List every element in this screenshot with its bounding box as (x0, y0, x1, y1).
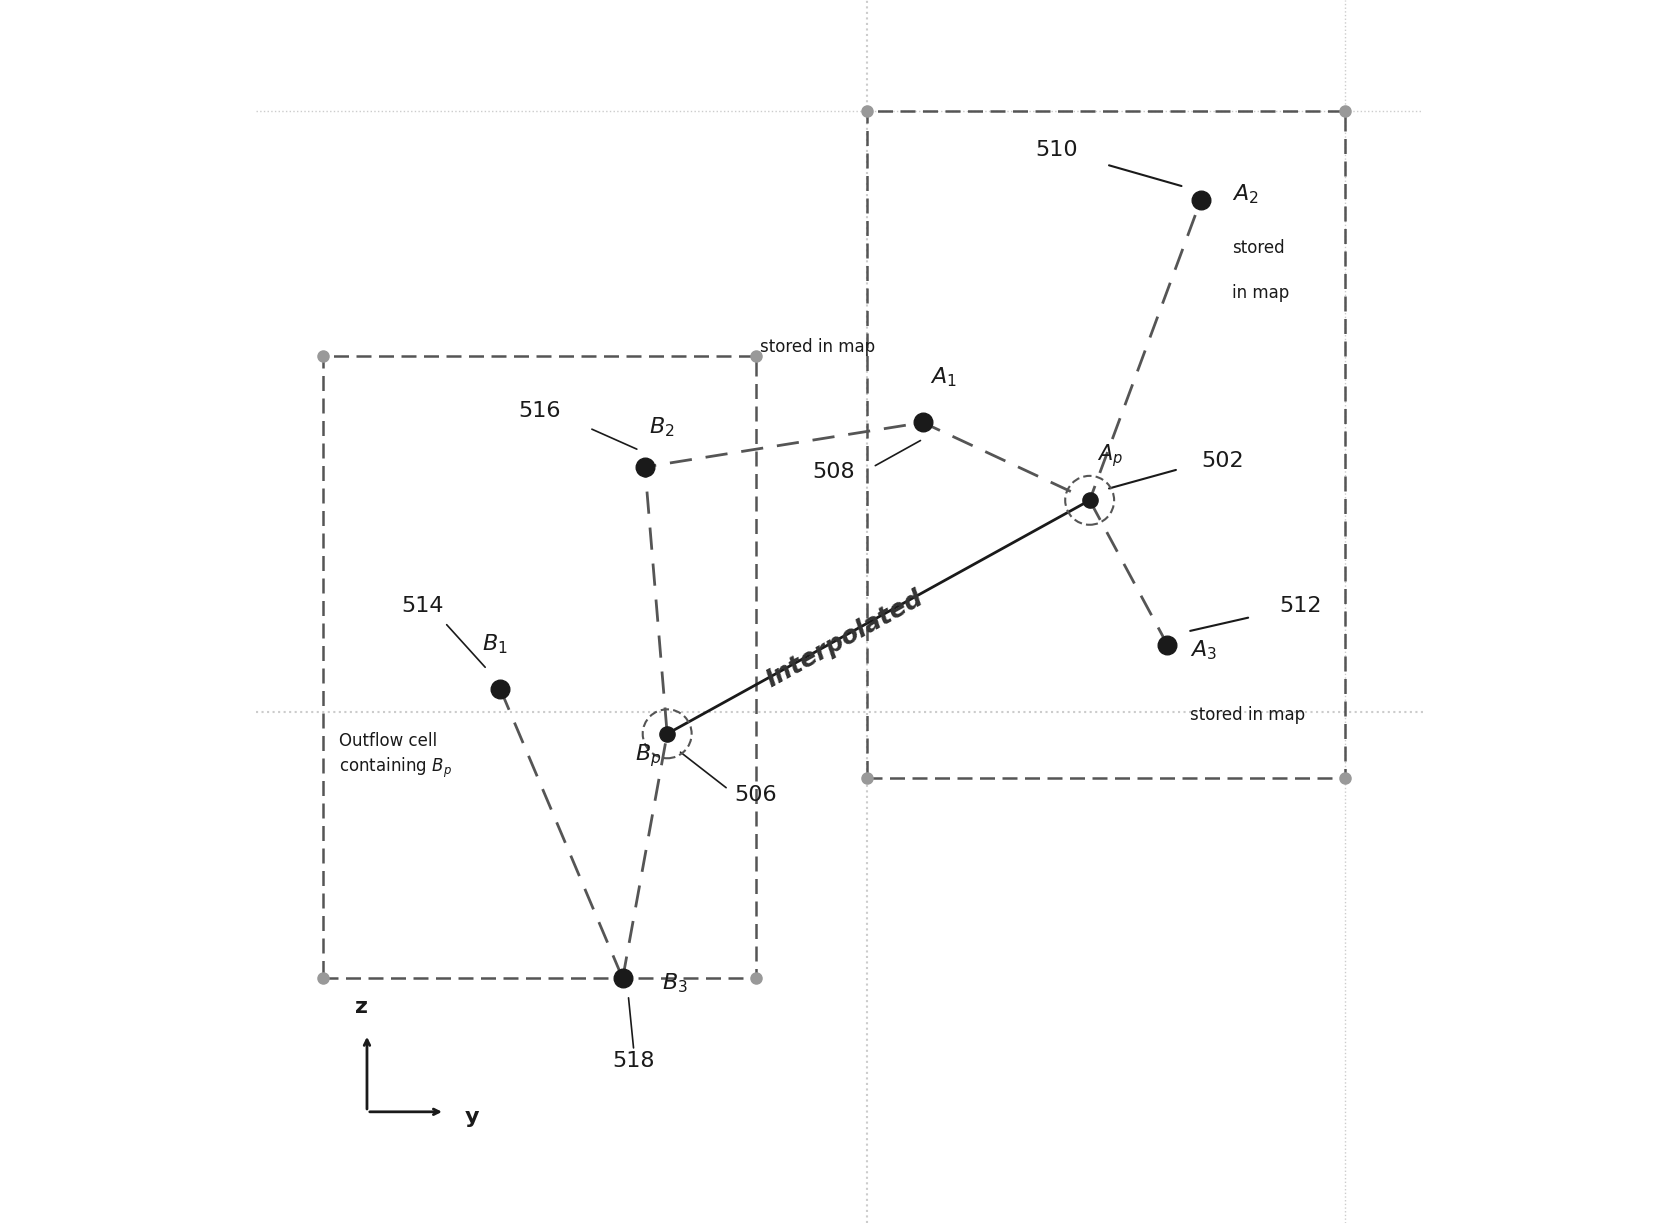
Text: 510: 510 (1034, 139, 1078, 160)
Text: $B_2$: $B_2$ (648, 416, 675, 439)
Point (910, 412, 937, 432)
Point (631, 457, 658, 477)
Text: 514: 514 (401, 596, 443, 615)
Text: $B_p$: $B_p$ (635, 742, 662, 769)
Text: stored: stored (1232, 238, 1284, 257)
Text: stored in map: stored in map (1190, 706, 1305, 724)
Text: z: z (354, 997, 368, 1018)
Text: $A_p$: $A_p$ (1096, 443, 1123, 470)
Text: stored in map: stored in map (759, 338, 875, 356)
Text: 502: 502 (1202, 451, 1244, 471)
Text: $A_3$: $A_3$ (1190, 638, 1217, 662)
Bar (322, 356, 756, 978)
Text: $A_2$: $A_2$ (1232, 182, 1259, 207)
Text: in map: in map (1232, 284, 1289, 302)
Bar (868, 111, 1345, 778)
Text: 516: 516 (519, 401, 561, 421)
Text: $B_1$: $B_1$ (482, 632, 507, 656)
Text: 518: 518 (613, 1052, 655, 1071)
Text: y: y (465, 1107, 479, 1128)
Point (1153, 635, 1180, 654)
Text: 512: 512 (1279, 596, 1321, 615)
Point (653, 724, 680, 744)
Text: Interpolated: Interpolated (762, 586, 928, 692)
Point (487, 680, 514, 700)
Point (1076, 490, 1103, 510)
Text: $B_3$: $B_3$ (662, 971, 687, 996)
Text: 508: 508 (813, 462, 855, 482)
Text: Outflow cell
containing $B_p$: Outflow cell containing $B_p$ (339, 731, 452, 780)
Point (609, 969, 636, 988)
Text: $A_1$: $A_1$ (930, 366, 957, 389)
Point (1187, 191, 1214, 210)
Text: 506: 506 (735, 784, 777, 805)
